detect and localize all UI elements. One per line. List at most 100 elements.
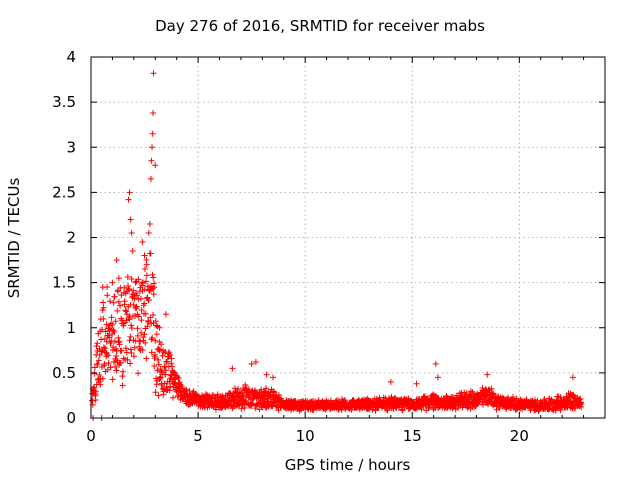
data-point: [271, 389, 278, 396]
data-point: [170, 394, 177, 401]
data-point: [104, 284, 111, 291]
data-point: [248, 360, 255, 367]
data-point: [126, 286, 133, 293]
data-point: [166, 351, 173, 358]
data-point: [121, 284, 128, 291]
y-tick-label: 0.5: [52, 364, 76, 382]
data-point: [231, 385, 238, 392]
data-point: [128, 276, 135, 283]
data-point: [138, 329, 145, 336]
data-point: [227, 401, 234, 408]
data-point: [147, 314, 154, 321]
data-point: [98, 348, 105, 355]
data-point: [162, 367, 169, 374]
data-point: [229, 365, 236, 372]
data-point: [143, 278, 150, 285]
data-point: [174, 374, 181, 381]
data-point: [152, 318, 159, 325]
data-point: [125, 285, 132, 292]
data-point: [163, 386, 170, 393]
data-point: [113, 353, 120, 360]
data-point: [130, 301, 137, 308]
data-point: [128, 325, 135, 332]
data-point: [149, 334, 156, 341]
data-point: [418, 406, 425, 413]
data-point: [159, 385, 166, 392]
data-point: [92, 396, 99, 403]
data-point: [135, 296, 142, 303]
data-point: [127, 346, 134, 353]
data-point: [141, 300, 148, 307]
data-point: [112, 363, 119, 370]
data-point: [132, 279, 139, 286]
data-point: [116, 341, 123, 348]
data-point: [114, 307, 121, 314]
data-point: [125, 282, 132, 289]
data-point: [569, 391, 576, 398]
data-point: [147, 250, 154, 257]
data-point: [138, 306, 145, 313]
data-point: [123, 308, 130, 315]
data-point: [137, 295, 144, 302]
grid-lines: [91, 57, 605, 418]
data-point: [143, 355, 150, 362]
data-point: [119, 368, 126, 375]
data-point: [155, 356, 162, 363]
data-point: [168, 355, 175, 362]
data-point: [252, 359, 259, 366]
data-point: [183, 386, 190, 393]
data-point: [151, 363, 158, 370]
y-tick-label: 2.5: [52, 183, 76, 201]
data-point: [175, 375, 182, 382]
data-point: [153, 381, 160, 388]
data-point: [413, 380, 420, 387]
data-point: [263, 371, 270, 378]
data-point: [139, 239, 146, 246]
data-point: [144, 294, 151, 301]
data-point: [161, 380, 168, 387]
data-point: [148, 157, 155, 164]
data-point: [149, 271, 156, 278]
data-point: [341, 397, 348, 404]
data-point: [161, 363, 168, 370]
data-point: [119, 382, 126, 389]
data-point: [105, 352, 112, 359]
data-point: [137, 338, 144, 345]
data-point: [95, 357, 102, 364]
data-point: [113, 367, 120, 374]
data-point: [113, 257, 120, 264]
data-point: [432, 360, 439, 367]
data-point: [127, 216, 134, 223]
y-tick-label: 3.5: [52, 93, 76, 111]
data-point: [150, 274, 157, 281]
data-point: [91, 370, 98, 377]
data-point: [119, 373, 126, 380]
data-point: [135, 313, 142, 320]
data-point: [159, 352, 166, 359]
data-point: [106, 334, 113, 341]
data-point: [100, 304, 107, 311]
data-point: [99, 375, 106, 382]
data-point: [149, 130, 156, 137]
data-point: [112, 318, 119, 325]
data-point: [571, 404, 578, 411]
data-point: [108, 314, 115, 321]
data-point: [212, 406, 219, 413]
data-point: [387, 378, 394, 385]
data-point: [120, 355, 127, 362]
data-point: [177, 388, 184, 395]
data-point: [128, 229, 135, 236]
data-point: [122, 307, 129, 314]
data-point: [569, 374, 576, 381]
data-point: [101, 361, 108, 368]
data-point: [96, 352, 103, 359]
data-point: [124, 273, 131, 280]
data-point: [154, 367, 161, 374]
data-point: [103, 321, 110, 328]
data-point: [131, 344, 138, 351]
data-point: [152, 162, 159, 169]
data-point: [484, 371, 491, 378]
data-point: [139, 346, 146, 353]
data-point: [104, 292, 111, 299]
data-point: [489, 391, 496, 398]
